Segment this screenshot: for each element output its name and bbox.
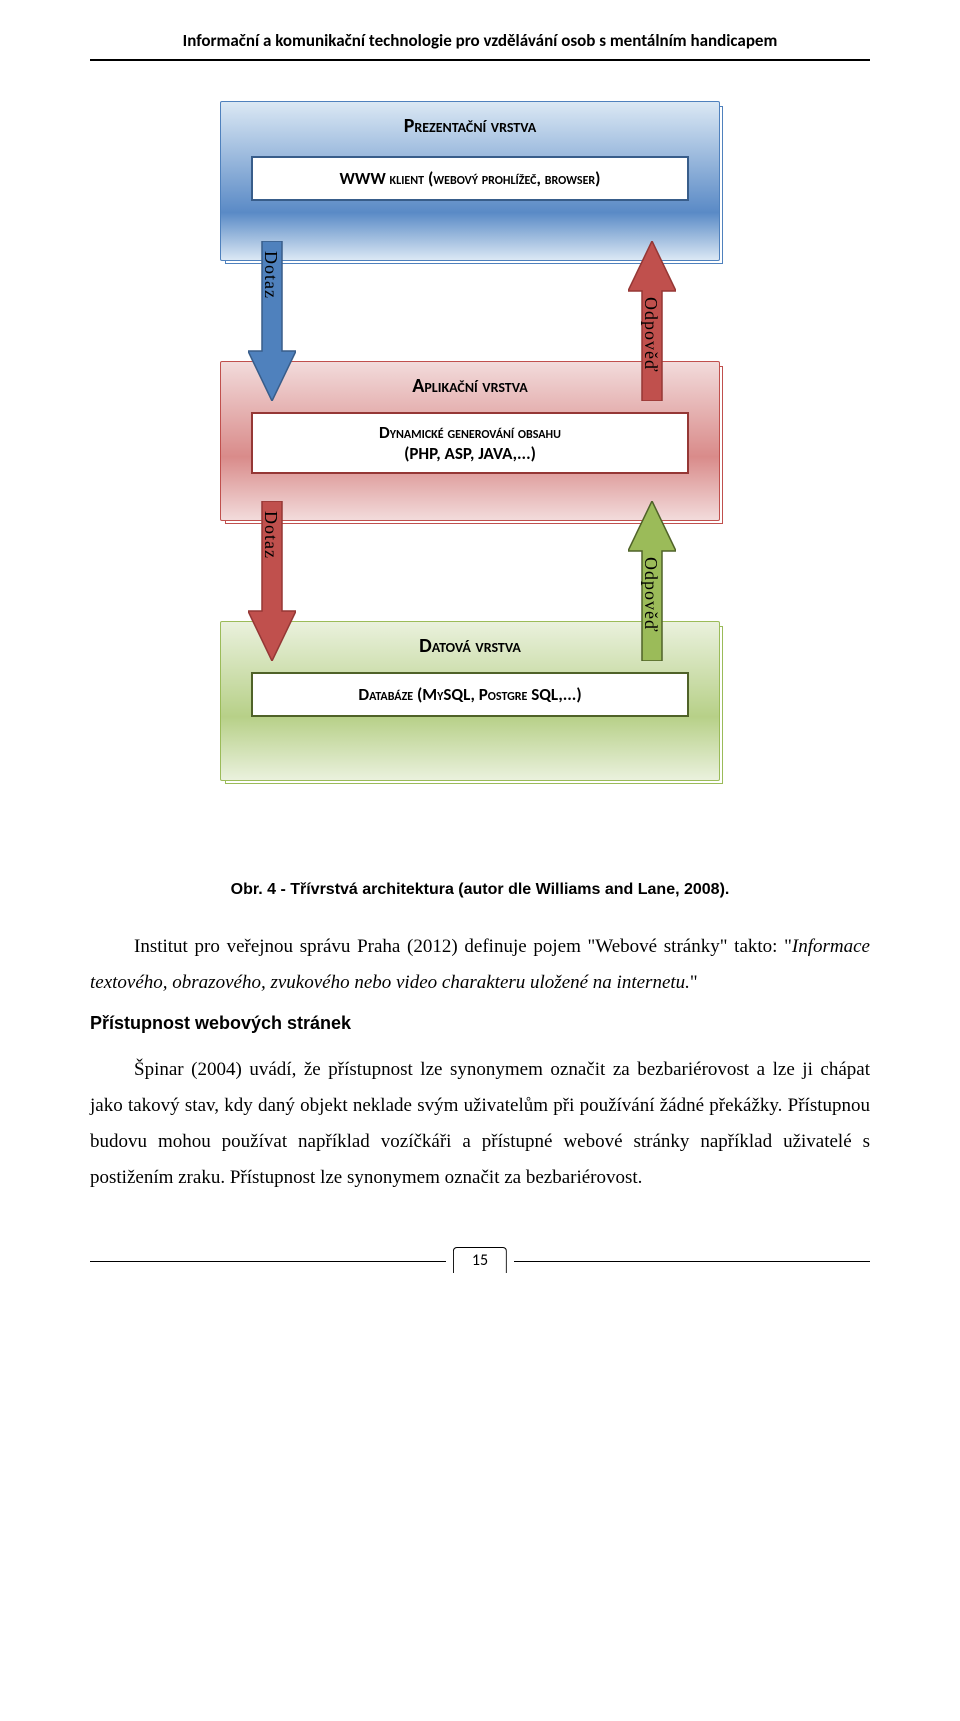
- layer2-inner: Dynamické generování obsahu (PHP, ASP, J…: [251, 412, 689, 474]
- page-number-divider: 15: [90, 1247, 870, 1287]
- subheading: Přístupnost webových stránek: [90, 1013, 870, 1034]
- layer1-inner: WWW klient (webový prohlížeč, browser): [251, 156, 689, 201]
- layer-presentation: Prezentační vrstva WWW klient (webový pr…: [220, 101, 720, 261]
- arrow-odpoved-1: Odpověď: [628, 241, 676, 406]
- paragraph-2: Špinar (2004) uvádí, že přístupnost lze …: [90, 1052, 870, 1196]
- p1-a: Institut pro veřejnou správu Praha (2012…: [134, 936, 792, 957]
- paragraph-1: Institut pro veřejnou správu Praha (2012…: [90, 929, 870, 1001]
- arrow-down1-label: Dotaz: [260, 251, 281, 299]
- layer2-inner-line1: Dynamické generování obsahu: [379, 422, 561, 443]
- arrow-odpoved-2: Odpověď: [628, 501, 676, 666]
- arrow-up2-label: Odpověď: [640, 557, 661, 633]
- p1-c: ": [690, 972, 698, 993]
- arrow-dotaz-2: Dotaz: [248, 501, 296, 666]
- layer2-inner-line2: (PHP, ASP, JAVA,...): [404, 443, 536, 464]
- layer1-title: Prezentační vrstva: [221, 102, 719, 156]
- arrow-up1-label: Odpověď: [640, 297, 661, 373]
- arrow-dotaz-1: Dotaz: [248, 241, 296, 406]
- page-header-title: Informační a komunikační technologie pro…: [90, 30, 870, 61]
- layer3-inner: Databáze (MySQL, Postgre SQL,...): [251, 672, 689, 717]
- architecture-diagram: Prezentační vrstva WWW klient (webový pr…: [200, 101, 760, 841]
- figure-caption: Obr. 4 - Třívrstvá architektura (autor d…: [90, 881, 870, 899]
- p2-text: Špinar (2004) uvádí, že přístupnost lze …: [90, 1059, 870, 1188]
- arrow-down2-label: Dotaz: [260, 511, 281, 559]
- page-number: 15: [453, 1247, 507, 1273]
